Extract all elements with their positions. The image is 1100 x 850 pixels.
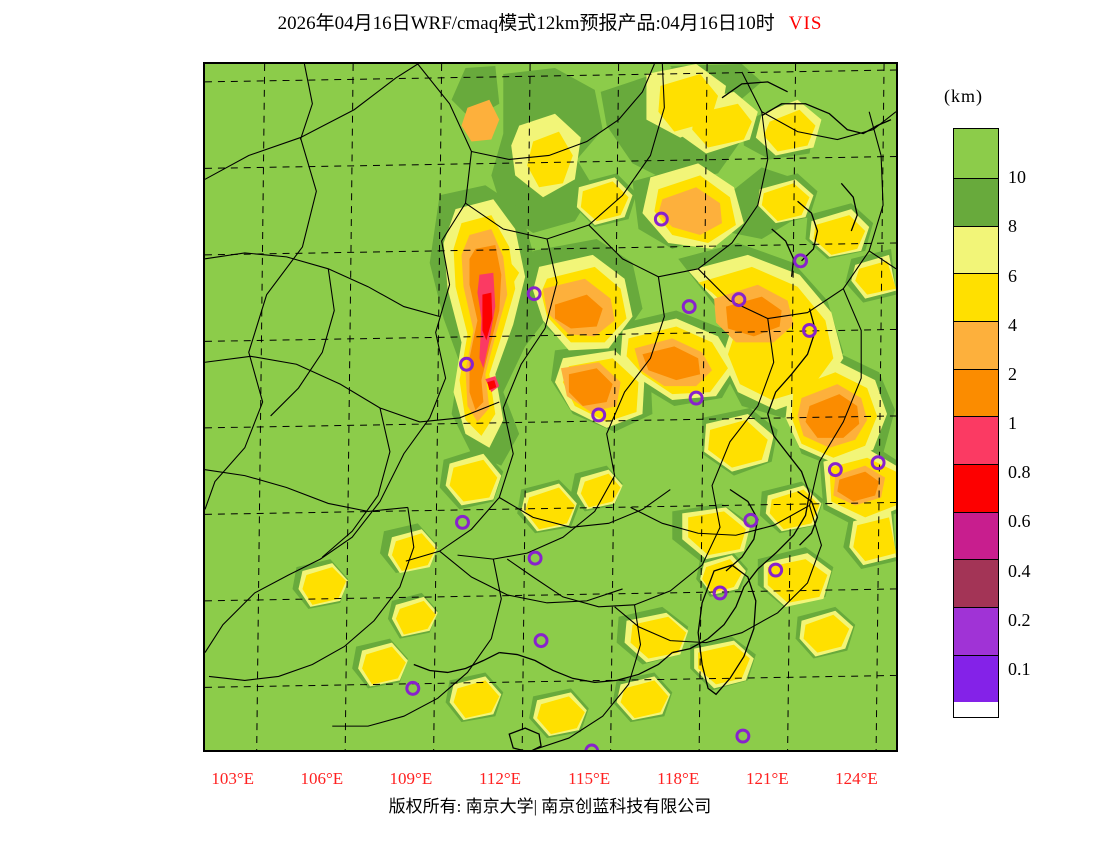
y-tick-44°N [203, 93, 205, 94]
colorbar-band-3[interactable] [954, 273, 998, 322]
station-marker-layer[interactable] [405, 153, 896, 750]
x-axis-label: 106°E [300, 769, 344, 788]
x-tick-118°E [680, 750, 681, 752]
station-marker[interactable] [743, 512, 759, 528]
colorbar-tick-label: 0.2 [1008, 609, 1031, 630]
x-tick-124°E [858, 750, 859, 752]
station-marker[interactable] [870, 455, 886, 471]
map-plot-area[interactable] [203, 62, 898, 752]
colorbar-band-11[interactable] [954, 654, 998, 703]
station-marker[interactable] [405, 680, 421, 696]
station-marker[interactable] [526, 286, 542, 302]
colorbar-band-8[interactable] [954, 511, 998, 560]
station-marker[interactable] [527, 550, 543, 566]
colorbar-unit-label: (km) [944, 86, 983, 106]
station-marker[interactable] [653, 211, 669, 227]
colorbar-tick-label: 8 [1008, 216, 1017, 237]
station-marker[interactable] [681, 299, 697, 315]
x-axis-label: 115°E [568, 769, 611, 788]
colorbar-band-2[interactable] [954, 225, 998, 274]
y-tick-41°N [203, 180, 205, 181]
x-axis-label: 118°E [657, 769, 700, 788]
colorbar-tick-label: 10 [1008, 167, 1026, 188]
band-0.6-0.8 [482, 292, 497, 391]
colorbar[interactable] [953, 128, 999, 718]
x-tick-109°E [413, 750, 414, 752]
station-marker[interactable] [712, 585, 728, 601]
station-marker[interactable] [731, 292, 747, 308]
colorbar-tick-label: 0.1 [1008, 658, 1031, 679]
colorbar-band-4[interactable] [954, 321, 998, 369]
y-tick-26°N [203, 615, 205, 616]
y-tick-29°N [203, 528, 205, 529]
colorbar-tick-label: 0.6 [1008, 511, 1031, 532]
y-tick-35°N [203, 354, 205, 355]
x-tick-115°E [591, 750, 592, 752]
page-title: 2026年04月16日WRF/cmaq模式12km预报产品:04月16日10时 V… [0, 8, 1100, 35]
x-axis-label: 112°E [478, 769, 522, 788]
x-axis-label: 109°E [389, 769, 433, 788]
x-tick-121°E [769, 750, 770, 752]
x-axis-label: 121°E [745, 769, 789, 788]
y-tick-23°N [203, 702, 205, 703]
x-axis-label: 103°E [211, 769, 255, 788]
colorbar-band-0[interactable] [954, 129, 998, 179]
station-marker[interactable] [735, 728, 751, 744]
colorbar-tick-label: 1 [1008, 413, 1017, 433]
colorbar-tick-label: 6 [1008, 265, 1017, 286]
x-tick-112°E [502, 750, 503, 752]
colorbar-band-6[interactable] [954, 416, 998, 465]
colorbar-tick-label: 2 [1008, 363, 1017, 384]
colorbar-band-1[interactable] [954, 178, 998, 226]
map-canvas [205, 64, 896, 750]
colorbar-tick-label: 0.8 [1008, 462, 1031, 483]
station-marker[interactable] [688, 390, 704, 406]
colorbar-band-10[interactable] [954, 607, 998, 655]
station-marker[interactable] [768, 562, 784, 578]
lat-lon-grid [205, 64, 896, 750]
station-marker[interactable] [584, 743, 600, 750]
x-tick-106°E [324, 750, 325, 752]
province-borders [205, 64, 896, 750]
station-marker[interactable] [459, 356, 474, 372]
x-tick-103°E [235, 750, 236, 752]
y-tick-32°N [203, 441, 205, 442]
station-marker[interactable] [827, 462, 843, 478]
station-marker[interactable] [793, 253, 809, 269]
station-marker[interactable] [455, 514, 470, 530]
colorbar-tick-label: 4 [1008, 314, 1017, 335]
copyright-footer: 版权所有: 南京大学| 南京创蓝科技有限公司 [388, 797, 712, 816]
title-main: 2026年04月16日WRF/cmaq模式12km预报产品:04月16日10时 [277, 13, 775, 34]
colorbar-tick-label: 0.4 [1008, 560, 1031, 581]
colorbar-band-9[interactable] [954, 559, 998, 608]
station-marker[interactable] [591, 407, 607, 423]
x-axis-label: 124°E [835, 769, 878, 788]
title-variable: VIS [788, 13, 823, 34]
colorbar-band-5[interactable] [954, 368, 998, 417]
y-tick-38°N [203, 267, 205, 268]
colorbar-band-7[interactable] [954, 464, 998, 512]
station-marker[interactable] [533, 633, 549, 649]
station-marker[interactable] [802, 322, 817, 338]
